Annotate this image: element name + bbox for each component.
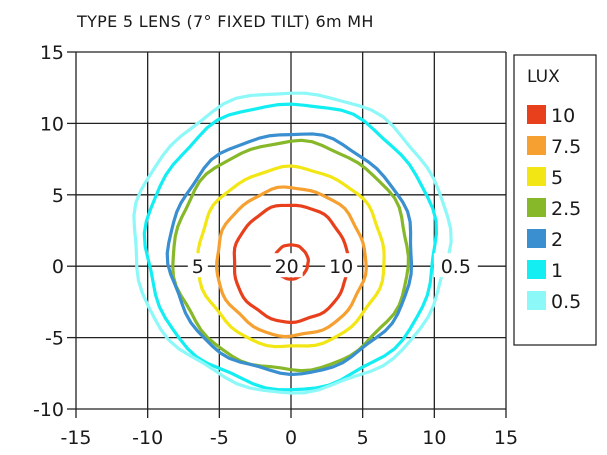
contour-annotation: 0.5 <box>441 256 471 278</box>
chart-title: TYPE 5 LENS (7° FIXED TILT) 6m MH <box>76 12 374 31</box>
contour-annotation: 5 <box>192 256 204 278</box>
y-tick-label: -10 <box>33 399 64 421</box>
legend-label: 0.5 <box>551 291 581 313</box>
legend-label: 2.5 <box>551 198 581 220</box>
legend-label: 7.5 <box>551 136 581 158</box>
x-tick-label: 10 <box>422 427 446 449</box>
contour-7.5 <box>215 185 368 339</box>
y-tick-label: -5 <box>45 328 64 350</box>
contour-1 <box>142 102 438 392</box>
x-tick-label: 0 <box>285 427 297 449</box>
axis-ticks: -15 -10 -5 0 5 10 15 -10 -5 0 5 10 15 <box>33 42 518 449</box>
contour-10 <box>232 203 351 325</box>
x-tick-label: -5 <box>210 427 229 449</box>
legend-label: 2 <box>551 229 563 251</box>
contour-annotation: 20 <box>275 256 299 278</box>
contour-0.5 <box>132 91 453 395</box>
contour-annotation: 10 <box>329 256 353 278</box>
x-tick-label: 5 <box>357 427 369 449</box>
y-tick-label: 10 <box>40 113 64 135</box>
legend-swatch <box>527 260 546 279</box>
contour-lines <box>132 91 453 395</box>
legend-swatch <box>527 136 546 155</box>
legend-swatch <box>527 198 546 217</box>
y-tick-label: 15 <box>40 42 64 64</box>
contour-2 <box>165 132 414 377</box>
legend-swatch <box>527 229 546 248</box>
y-tick-label: 0 <box>52 256 64 278</box>
legend-swatch <box>527 291 546 310</box>
legend-title: LUX <box>527 67 560 87</box>
annotation-bg <box>433 253 478 278</box>
y-tick-label: 5 <box>52 185 64 207</box>
annotation-bg <box>325 253 358 278</box>
annotation-bg <box>187 253 208 278</box>
legend: LUX 10 7.5 5 2.5 2 1 0.5 <box>513 54 597 346</box>
legend-label: 5 <box>551 167 563 189</box>
legend-label: 10 <box>551 105 575 127</box>
x-tick-label: 15 <box>494 427 518 449</box>
legend-swatch <box>527 105 546 124</box>
x-tick-label: -10 <box>132 427 163 449</box>
annotation-bg <box>270 253 303 278</box>
legend-swatch <box>527 167 546 186</box>
x-tick-label: -15 <box>60 427 91 449</box>
legend-label: 1 <box>551 260 563 282</box>
contour-annotations: 20 10 5 0.5 <box>187 253 478 278</box>
